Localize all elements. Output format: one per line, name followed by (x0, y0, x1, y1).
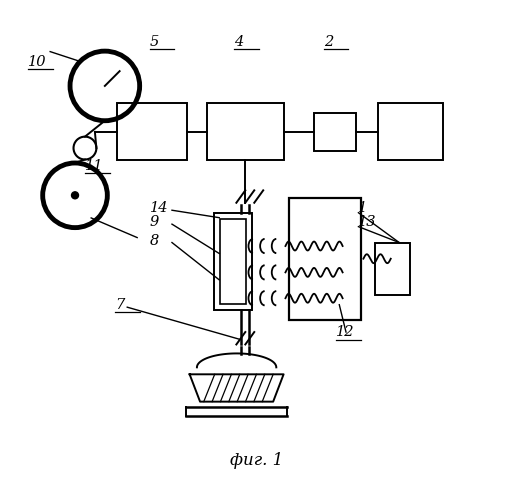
Bar (214, 212, 251, 310)
Text: 8: 8 (150, 234, 159, 247)
Bar (313, 114, 356, 150)
Text: 10: 10 (28, 54, 46, 68)
Bar (375, 242, 410, 294)
Bar (378, 104, 443, 160)
Text: 4: 4 (234, 34, 243, 48)
Text: 12: 12 (336, 326, 354, 340)
Text: 2: 2 (324, 34, 333, 48)
Bar (117, 104, 187, 160)
Text: 9: 9 (150, 215, 159, 229)
Text: 11: 11 (85, 159, 104, 173)
Bar (220, 218, 246, 304)
Text: 5: 5 (150, 34, 159, 48)
Circle shape (71, 192, 78, 199)
Text: 14: 14 (150, 201, 168, 215)
Text: 7: 7 (115, 298, 124, 312)
Text: фиг. 1: фиг. 1 (230, 452, 283, 469)
Polygon shape (190, 374, 284, 402)
Text: 1: 1 (359, 201, 368, 215)
Bar (289, 198, 361, 320)
Bar (207, 104, 284, 160)
Text: 13: 13 (359, 215, 377, 229)
